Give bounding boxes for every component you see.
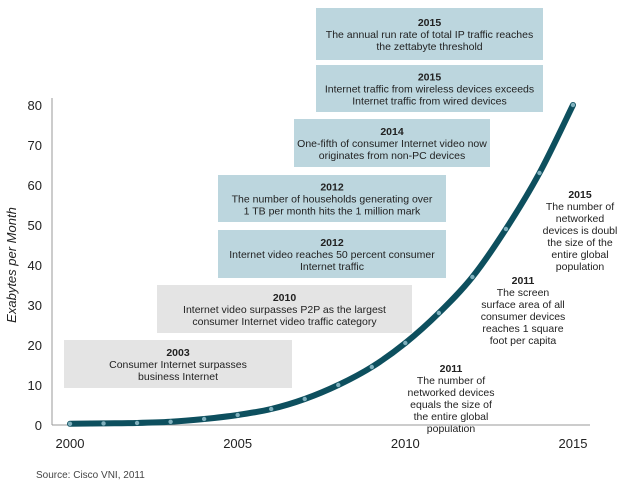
annotation-text: The screen [497,287,550,299]
data-point [101,421,106,426]
annotation-year: 2011 [440,363,463,375]
annotation-text: population [556,261,605,273]
data-point [168,419,173,424]
data-point [235,412,240,418]
annotation-year: 2012 [320,237,344,249]
annotation-year: 2003 [166,347,190,359]
annotation-text: Consumer Internet surpasses [109,359,247,371]
x-tick-label: 2000 [56,436,85,451]
data-point [269,406,274,412]
annotation-box [157,285,412,333]
annotation-box [218,230,446,278]
data-point [436,310,442,316]
annotation-text: surface area of all [481,299,564,311]
annotation-text: Internet traffic [300,261,364,273]
annotation-text: The number of [417,375,485,387]
data-point [570,102,576,108]
y-tick-label: 0 [35,418,42,433]
annotation-text: 1 TB per month hits the 1 million mark [244,206,421,218]
y-tick-label: 60 [28,178,42,193]
annotation-text: Internet video reaches 50 percent consum… [229,249,435,261]
annotation-text: The number of households generating over [232,194,433,206]
annotation-year: 2012 [320,182,344,194]
annotation-text: consumer Internet video traffic category [192,316,377,328]
data-point [369,364,374,370]
source-note: Source: Cisco VNI, 2011 [36,470,145,481]
annotation-year: 2010 [273,292,297,304]
data-point [302,396,307,402]
annotation-text: population [427,423,476,435]
annotation-box [316,8,543,60]
annotation-box [218,175,446,222]
annotation-box [316,65,543,112]
data-point [336,382,341,388]
y-tick-label: 10 [28,378,42,393]
annotation-text: The number of [546,201,614,213]
annotation-text: networked [556,213,605,225]
annotation-text: foot per capita [490,335,557,347]
annotation-text: equals the size of [410,399,492,411]
series-line [67,102,576,427]
data-point [67,421,73,426]
annotation-text: business Internet [138,371,218,383]
annotation-text: consumer devices [481,311,566,323]
y-tick-label: 20 [28,338,42,353]
annotation-text: The annual run rate of total IP traffic … [326,29,533,41]
annotation-text: reaches 1 square [482,323,563,335]
data-point [201,416,207,422]
annotation-year: 2015 [568,189,592,201]
annotation-text: the size of the [547,237,613,249]
x-tick-label: 2015 [559,436,588,451]
annotation-text: Internet traffic from wireless devices e… [325,84,534,96]
annotation-text: One-fifth of consumer Internet video now [297,138,487,150]
data-point [403,340,408,346]
annotation-box [64,340,292,388]
y-tick-label: 40 [28,258,42,273]
x-tick-label: 2010 [391,436,420,451]
data-point [503,226,509,232]
y-tick-label: 70 [28,138,42,153]
annotation-box [294,119,490,167]
x-tick-label: 2005 [223,436,252,451]
annotation-text: devices is doubl [543,225,618,237]
annotation-text: Internet video surpasses P2P as the larg… [183,304,386,316]
data-point [134,420,140,426]
annotation-year: 2015 [418,17,442,29]
y-axis-label: Exabytes per Month [4,207,19,323]
data-point [470,274,475,280]
data-point [537,170,542,176]
annotation-text: originates from non-PC devices [319,150,465,162]
annotation-text: networked devices [408,387,495,399]
y-tick-label: 50 [28,218,42,233]
annotation-text: Internet traffic from wired devices [352,96,506,108]
annotation-year: 2015 [418,72,442,84]
annotation-year: 2014 [380,126,404,138]
annotation-text: the zettabyte threshold [376,41,482,53]
annotation-year: 2011 [512,275,535,287]
y-tick-label: 80 [28,98,42,113]
annotation-text: the entire global [414,411,489,423]
y-tick-label: 30 [28,298,42,313]
annotation-text: entire global [551,249,608,261]
